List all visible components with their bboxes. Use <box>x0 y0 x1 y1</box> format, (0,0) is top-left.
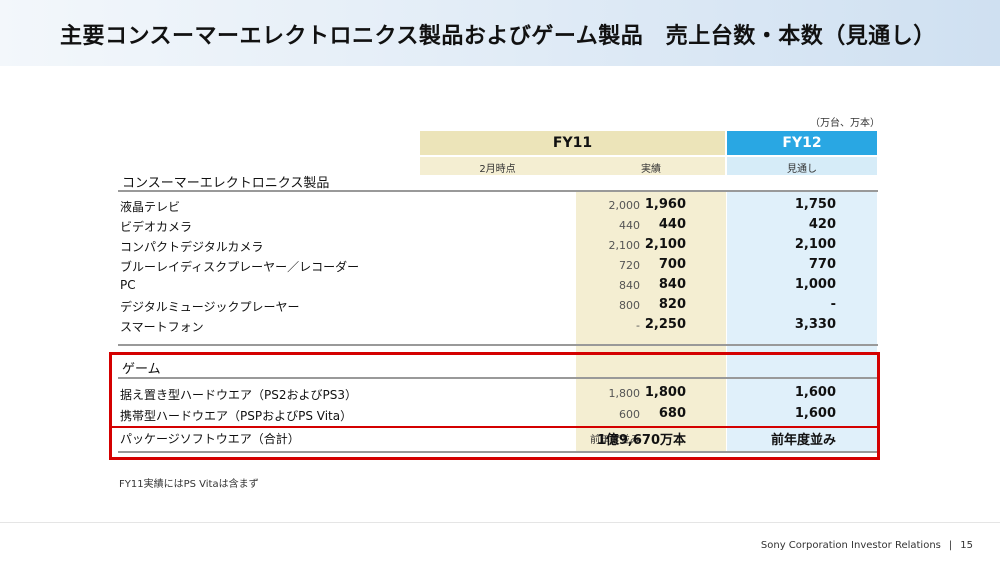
divider <box>118 190 878 192</box>
plan-value: 600 <box>619 408 640 421</box>
footer-company: Sony Corporation Investor Relations <box>760 540 941 551</box>
actual-value: 1,800 <box>644 385 686 400</box>
table-row: スマートフォン - 2,250 3,330 <box>120 316 880 336</box>
plan-value: 440 <box>619 219 640 232</box>
actual-value: 820 <box>658 297 686 312</box>
plan-value: 1,800 <box>608 387 641 400</box>
fy12-header: FY12 <box>782 135 822 151</box>
table-row: デジタルミュージックプレーヤー 800 820 - <box>120 296 880 316</box>
actual-value: 1億9,670万本 <box>596 433 686 448</box>
forecast-value: 1,750 <box>794 197 836 212</box>
plan-value: - <box>636 319 640 332</box>
table-row: コンパクトデジタルカメラ 2,100 2,100 2,100 <box>120 236 880 256</box>
row-label: 携帯型ハードウエア（PSPおよびPS Vita） <box>120 409 353 423</box>
section-label-consumer-electronics: コンスーマーエレクトロニクス製品 <box>122 176 330 191</box>
row-label: 据え置き型ハードウエア（PS2およびPS3） <box>120 388 357 402</box>
fy12-subheader-band <box>727 157 877 175</box>
forecast-value: 1,600 <box>794 385 836 400</box>
plan-value: 2,000 <box>608 199 641 212</box>
footer-rule <box>0 522 1000 523</box>
table-row: パッケージソフトウエア（合計） 前年度並み 1億9,670万本 前年度並み <box>120 428 880 448</box>
row-label: PC <box>120 278 136 292</box>
plan-value: 800 <box>619 299 640 312</box>
forecast-value: 前年度並み <box>770 433 836 448</box>
divider <box>118 451 878 453</box>
row-label: ブルーレイディスクプレーヤー／レコーダー <box>120 260 360 274</box>
plan-value: 2,100 <box>608 239 641 252</box>
page-number: 15 <box>960 540 973 551</box>
forecast-value: 420 <box>808 217 836 232</box>
actual-value: 840 <box>658 277 686 292</box>
table-row: 携帯型ハードウエア（PSPおよびPS Vita） 600 680 1,600 <box>120 405 880 425</box>
divider <box>118 377 878 379</box>
actual-value: 2,100 <box>644 237 686 252</box>
plan-subheader: 2月時点 <box>479 164 516 175</box>
forecast-value: 1,600 <box>794 406 836 421</box>
table-row: 液晶テレビ 2,000 1,960 1,750 <box>120 196 880 216</box>
highlight-divider <box>109 426 880 428</box>
forecast-value: 770 <box>808 257 836 272</box>
footer-separator: | <box>948 540 953 551</box>
section-label-game: ゲーム <box>122 362 161 377</box>
actual-value: 1,960 <box>644 197 686 212</box>
actual-value: 680 <box>658 406 686 421</box>
fy12-header-band <box>727 131 877 155</box>
row-label: 液晶テレビ <box>120 200 181 214</box>
forecast-value: 1,000 <box>794 277 836 292</box>
plan-value: 840 <box>619 279 640 292</box>
unit-note: （万台、万本） <box>810 118 880 129</box>
fy11-header-band <box>420 131 725 155</box>
table-row: PC 840 840 1,000 <box>120 276 880 296</box>
highlight-box <box>109 352 880 460</box>
title-bar: 主要コンスーマーエレクトロニクス製品およびゲーム製品 売上台数・本数（見通し） <box>0 0 1000 66</box>
page-title: 主要コンスーマーエレクトロニクス製品およびゲーム製品 売上台数・本数（見通し） <box>60 24 936 49</box>
fy11-subheader-band <box>420 157 725 175</box>
row-label: コンパクトデジタルカメラ <box>120 240 264 254</box>
table-row: 据え置き型ハードウエア（PS2およびPS3） 1,800 1,800 1,600 <box>120 384 880 404</box>
row-label: パッケージソフトウエア（合計） <box>120 432 300 446</box>
forecast-value: 3,330 <box>794 317 836 332</box>
forecast-subheader: 見通し <box>787 164 817 175</box>
actual-value: 440 <box>658 217 686 232</box>
actual-subheader: 実績 <box>641 164 661 175</box>
plan-value: 前年度並み <box>590 435 640 446</box>
footer: Sony Corporation Investor Relations | 15 <box>761 540 973 551</box>
forecast-value: - <box>830 297 836 312</box>
plan-value: 720 <box>619 259 640 272</box>
fy12-forecast-column-band <box>727 190 877 453</box>
forecast-value: 2,100 <box>794 237 836 252</box>
actual-value: 2,250 <box>644 317 686 332</box>
fy11-header: FY11 <box>552 135 593 151</box>
table-row: ビデオカメラ 440 440 420 <box>120 216 880 236</box>
divider <box>118 344 878 346</box>
row-label: スマートフォン <box>120 320 204 334</box>
table-row: ブルーレイディスクプレーヤー／レコーダー 720 700 770 <box>120 256 880 276</box>
fy11-actual-column-band <box>576 190 726 453</box>
row-label: デジタルミュージックプレーヤー <box>120 300 300 314</box>
row-label: ビデオカメラ <box>120 220 193 234</box>
footnote: FY11実績にはPS Vitaは含まず <box>119 479 259 490</box>
actual-value: 700 <box>658 257 686 272</box>
